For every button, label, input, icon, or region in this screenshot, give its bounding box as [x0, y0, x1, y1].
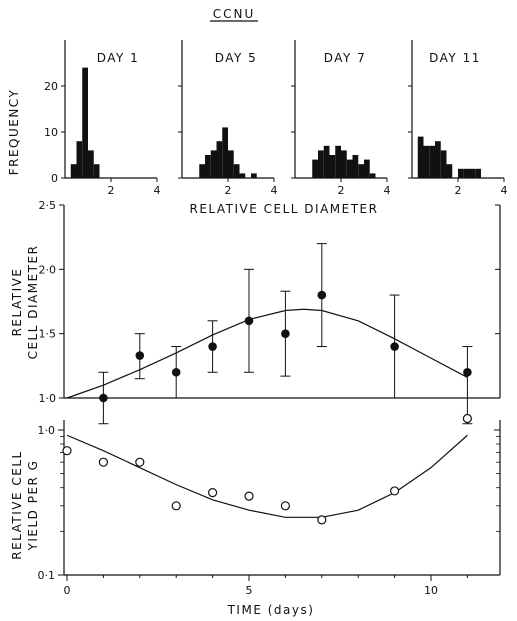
histogram-bar	[76, 141, 83, 178]
histogram-x-tick-label: 2	[108, 184, 115, 197]
histogram-bar	[440, 150, 447, 178]
yield-y-axis-title-line1: RELATIVE CELL	[10, 450, 24, 559]
histogram-bar	[329, 155, 336, 178]
histogram-group: DAY 1 2 4 0 10 20 DAY 5 2 4 DAY 7 2 4 DAY 11 2…	[7, 40, 508, 216]
time-x-tick-label: 0	[64, 584, 71, 597]
histogram-bar	[346, 159, 353, 178]
histogram-y-tick-label: 0	[51, 172, 58, 185]
histogram-x-axis-title: RELATIVE CELL DIAMETER	[190, 202, 379, 216]
histogram-y-tick-label: 10	[44, 126, 58, 139]
histogram-bar	[352, 155, 359, 178]
histogram-bar	[417, 136, 424, 178]
time-x-tick-label: 5	[246, 584, 253, 597]
histogram-bar	[364, 159, 370, 178]
diameter-y-axis-title-line1: RELATIVE	[10, 268, 24, 337]
figure-title: CCNU	[213, 7, 256, 21]
histogram-bar	[323, 145, 330, 178]
diameter-y-axis-title-line2: CELL DIAMETER	[26, 245, 40, 360]
histogram-bar	[469, 168, 476, 178]
histogram-bar	[205, 155, 211, 178]
histogram-bar	[210, 150, 217, 178]
yield-data-point	[171, 501, 181, 511]
histogram-y-axis-title: FREQUENCY	[7, 89, 21, 176]
diameter-y-tick-label: 2·0	[39, 263, 57, 276]
yield-data-point	[462, 413, 472, 424]
histogram-bar	[335, 145, 341, 178]
diameter-y-tick-label: 1·5	[39, 328, 57, 341]
yield-data-point	[62, 446, 72, 456]
diameter-data-point	[171, 367, 181, 377]
histogram-bar	[435, 141, 441, 178]
histogram-day-label: DAY 11	[429, 51, 481, 65]
diameter-data-point	[281, 329, 290, 338]
histogram-bar	[463, 168, 470, 178]
histogram-bar	[358, 164, 364, 178]
yield-panel: RELATIVE CELL YIELD PER G TIME (days) 0·…	[10, 413, 501, 617]
diameter-data-point	[317, 290, 327, 300]
yield-data-point	[208, 488, 218, 498]
histogram-x-tick-label: 4	[154, 184, 161, 197]
histogram-x-tick-label: 2	[225, 184, 232, 197]
histogram-bar	[458, 168, 464, 178]
diameter-y-tick-label: 1·0	[39, 392, 57, 405]
histogram-bar	[82, 67, 88, 178]
histogram-day-5: DAY 5 2 4	[178, 40, 278, 197]
histogram-day-label: DAY 5	[215, 51, 258, 65]
histogram-bar	[429, 145, 435, 178]
histogram-bar	[475, 168, 481, 178]
histogram-bar	[239, 173, 246, 178]
diameter-data-point	[463, 367, 472, 377]
diameter-data-point	[244, 316, 254, 326]
histogram-x-tick-label: 4	[271, 184, 278, 197]
histogram-bar	[88, 150, 94, 178]
time-x-tick-label: 10	[424, 584, 438, 597]
histogram-bar	[93, 164, 100, 178]
histogram-bar	[222, 127, 228, 178]
diameter-fit-curve	[66, 308, 468, 399]
diameter-panel: RELATIVE CELL DIAMETER 1·0 1·5 2·0 2·5	[10, 199, 501, 425]
diameter-data-point	[99, 393, 108, 403]
yield-data-point	[244, 491, 254, 501]
diameter-y-tick-label: 2·5	[39, 199, 57, 212]
histogram-day-1: DAY 1 2 4 0 10 20	[44, 40, 161, 197]
time-axis-title: TIME (days)	[227, 603, 315, 617]
histogram-bar	[70, 164, 77, 178]
yield-data-point	[280, 501, 290, 511]
diameter-data-point	[135, 351, 145, 360]
histogram-bar	[423, 145, 430, 178]
histogram-day-7: DAY 7 2 4	[291, 40, 391, 197]
histogram-y-tick-label: 20	[44, 80, 58, 93]
yield-fit-curve	[66, 434, 468, 518]
yield-y-tick-label: 1·0	[38, 424, 56, 437]
histogram-x-tick-label: 2	[338, 184, 345, 197]
diameter-data-point	[208, 342, 217, 351]
yield-y-tick-label: 0·1	[38, 569, 56, 582]
yield-data-point	[98, 457, 109, 467]
histogram-x-tick-label: 2	[455, 184, 462, 197]
histogram-bar	[312, 159, 318, 178]
histogram-bar	[446, 164, 453, 178]
histogram-day-label: DAY 7	[324, 51, 367, 65]
yield-data-point	[317, 515, 327, 525]
histogram-bar	[318, 150, 324, 178]
yield-y-axis-title-line2: YIELD PER G	[26, 460, 40, 552]
histogram-day-11: DAY 11 2 4	[408, 40, 508, 197]
yield-data-point	[390, 486, 400, 496]
histogram-day-label: DAY 1	[97, 51, 140, 65]
histogram-bar	[228, 150, 234, 178]
histogram-bar	[369, 173, 376, 178]
histogram-x-tick-label: 4	[501, 184, 508, 197]
histogram-bar	[216, 141, 223, 178]
diameter-data-point	[390, 342, 399, 351]
histogram-bar	[233, 164, 240, 178]
histogram-bar	[341, 150, 347, 178]
histogram-bar	[251, 173, 257, 178]
histogram-bar	[199, 164, 205, 178]
histogram-x-tick-label: 4	[384, 184, 391, 197]
yield-data-point	[135, 457, 145, 467]
